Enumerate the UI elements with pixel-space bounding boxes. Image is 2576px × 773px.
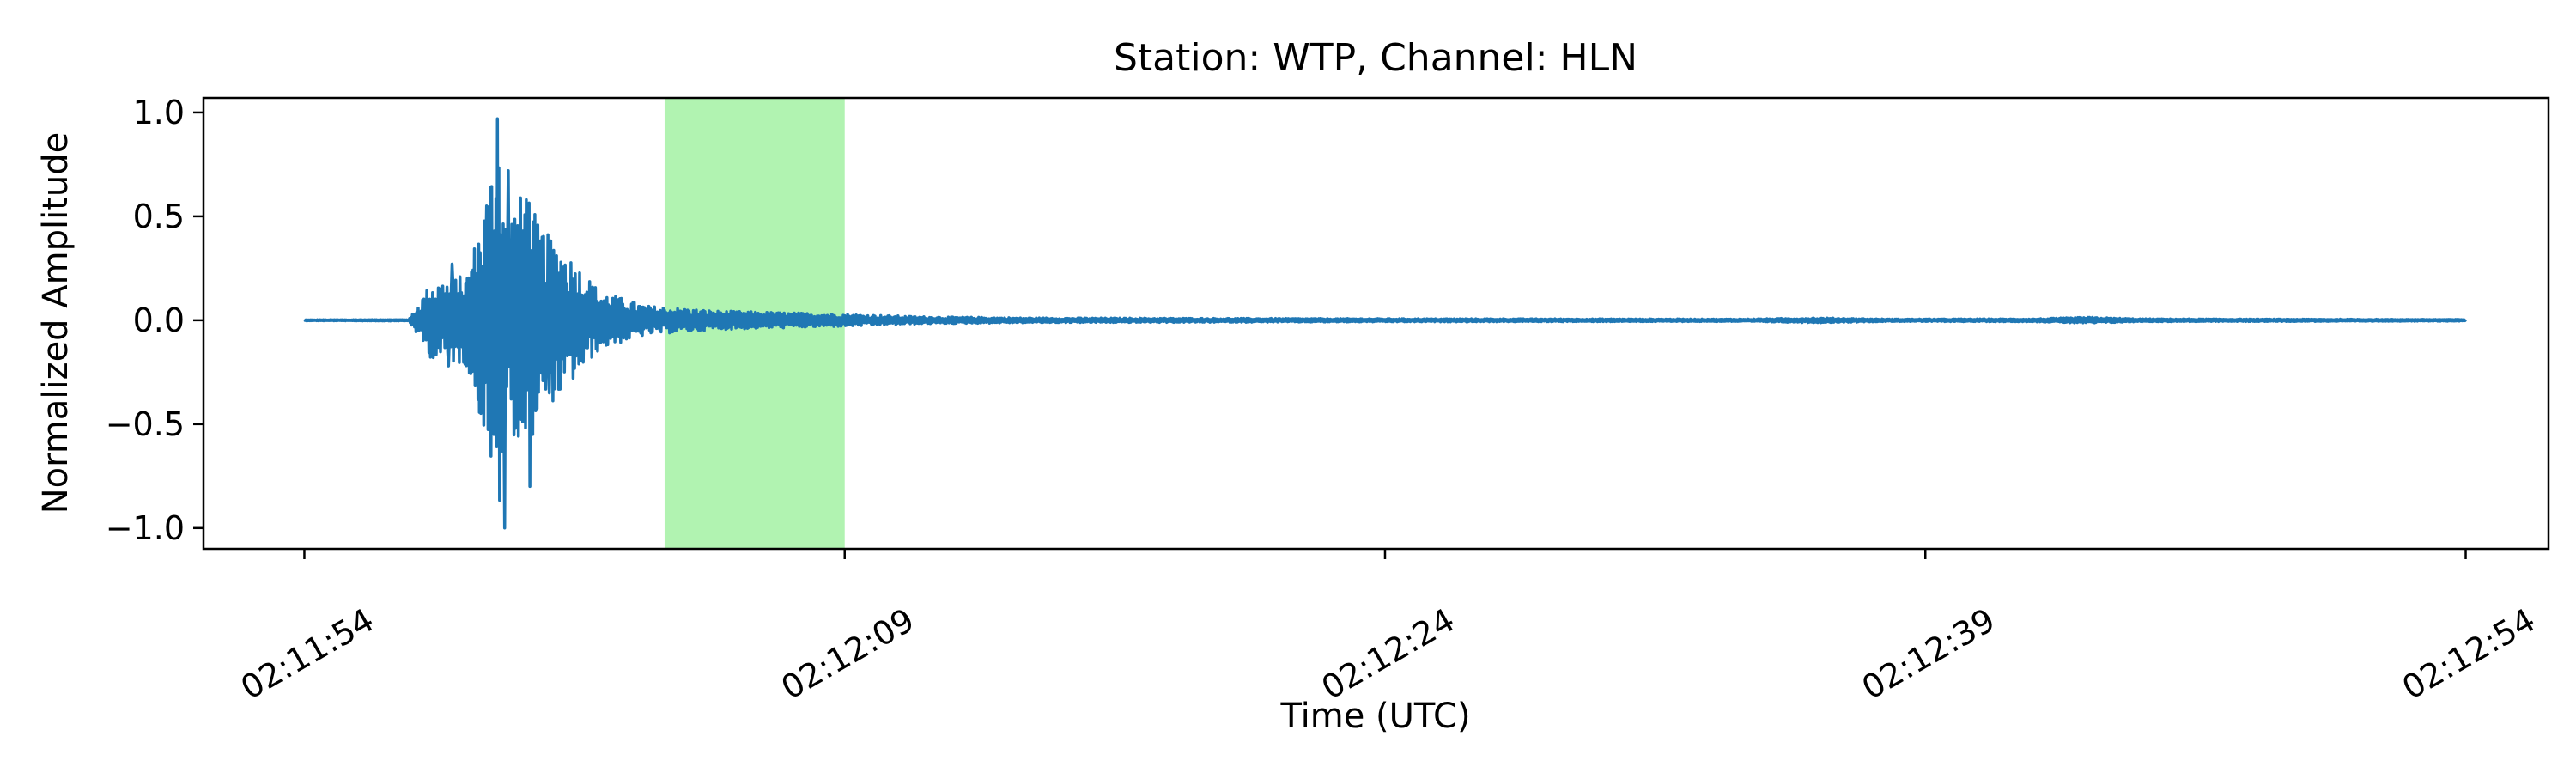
y-tick-label: 1.0 — [133, 94, 185, 131]
waveform-line — [303, 117, 2467, 530]
y-tick-label: 0.5 — [133, 198, 185, 235]
x-tick-label: 02:11:54 — [234, 601, 380, 707]
x-tick-label: 02:12:24 — [1315, 601, 1461, 707]
series-layer — [303, 117, 2467, 530]
plot-frame — [202, 96, 2550, 551]
y-axis: 1.0 0.5 0.0 −0.5 −1.0 — [106, 94, 204, 547]
chart-title: Station: WTP, Channel: HLN — [1114, 36, 1637, 80]
y-tick-label: 0.0 — [133, 301, 185, 339]
x-axis-label: Time (UTC) — [1279, 697, 1470, 736]
x-tick-label: 02:12:39 — [1856, 601, 2002, 707]
x-tick-label: 02:12:54 — [2396, 601, 2542, 707]
x-tick-label: 02:12:09 — [775, 601, 920, 707]
y-tick-label: −0.5 — [106, 405, 185, 443]
y-axis-label: Normalized Amplitude — [36, 132, 76, 514]
x-axis: 02:11:54 02:12:09 02:12:24 02:12:39 02:12:54 — [234, 549, 2542, 707]
y-tick-label: −1.0 — [106, 509, 185, 547]
